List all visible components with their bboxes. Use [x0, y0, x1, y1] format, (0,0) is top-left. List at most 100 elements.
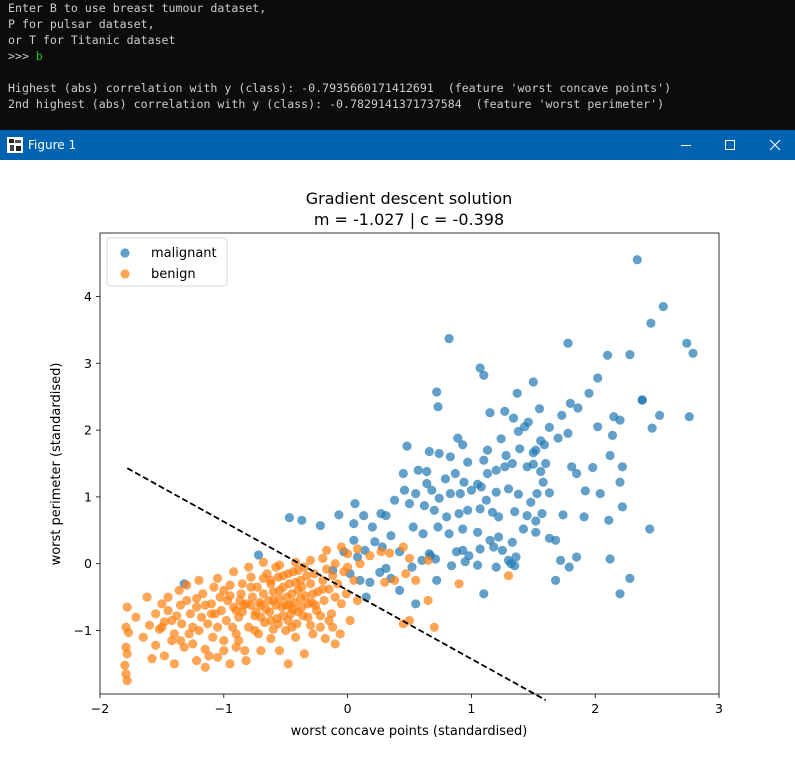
data-point-malignant: [588, 462, 598, 473]
data-point-malignant: [444, 529, 454, 539]
data-point-benign: [284, 600, 294, 610]
data-point-benign: [151, 640, 161, 650]
data-point-benign: [305, 579, 316, 589]
data-point-benign: [273, 572, 283, 582]
data-point-malignant: [507, 458, 517, 469]
data-point-malignant: [485, 408, 495, 418]
data-point-malignant: [463, 457, 473, 467]
data-point-malignant: [473, 527, 483, 537]
data-point-benign: [274, 560, 285, 570]
data-point-malignant: [617, 502, 628, 512]
y-tick-label: 4: [84, 289, 92, 304]
data-point-benign: [308, 589, 318, 599]
data-point-benign: [237, 579, 247, 589]
data-point-malignant: [434, 448, 444, 459]
figure-titlebar[interactable]: Figure 1: [0, 130, 795, 160]
data-point-benign: [296, 593, 306, 604]
data-point-malignant: [637, 395, 647, 405]
data-point-benign: [298, 611, 308, 621]
data-point-malignant: [445, 489, 455, 499]
data-point-malignant: [563, 338, 573, 348]
data-point-malignant: [500, 406, 510, 416]
console-input[interactable]: b: [35, 49, 43, 63]
legend-label-benign: benign: [151, 267, 196, 282]
data-point-benign: [385, 548, 395, 558]
data-point-malignant: [537, 509, 547, 519]
data-point-benign: [244, 562, 254, 572]
data-point-malignant: [544, 422, 555, 432]
maximize-button[interactable]: [707, 130, 753, 160]
x-tick-label: −2: [91, 701, 109, 716]
minimize-icon: [681, 145, 691, 146]
data-point-malignant: [427, 485, 437, 495]
data-point-benign: [192, 602, 202, 612]
data-point-benign: [131, 612, 141, 622]
data-point-malignant: [625, 350, 635, 360]
minimize-button[interactable]: [663, 130, 709, 160]
data-point-benign: [266, 615, 276, 626]
data-point-malignant: [531, 516, 541, 526]
data-point-benign: [328, 622, 338, 632]
figure-canvas[interactable]: Gradient descent solution m = -1.027 | c…: [0, 160, 795, 762]
data-point-malignant: [479, 589, 489, 599]
data-point-benign: [225, 591, 235, 601]
data-point-malignant: [522, 511, 532, 521]
x-tick-label: 1: [467, 701, 475, 716]
data-point-benign: [122, 602, 132, 612]
data-point-benign: [336, 599, 346, 609]
data-point-benign: [144, 620, 155, 630]
data-point-benign: [251, 607, 261, 617]
data-point-malignant: [564, 562, 574, 572]
data-point-malignant: [604, 515, 614, 525]
data-point-malignant: [444, 334, 454, 344]
data-point-benign: [274, 593, 285, 604]
data-point-malignant: [479, 370, 489, 380]
x-axis-ticks: −2 −1 0 1 2 3: [91, 694, 723, 716]
data-point-benign: [423, 595, 433, 606]
data-point-benign: [278, 582, 288, 592]
data-point-benign: [349, 575, 359, 585]
data-point-benign: [330, 639, 340, 649]
data-point-malignant: [399, 485, 410, 495]
data-point-benign: [266, 575, 276, 585]
x-tick-label: 2: [591, 701, 599, 716]
data-point-benign: [147, 654, 157, 664]
console-prompt-line[interactable]: >>> b: [8, 48, 795, 64]
data-point-benign: [241, 656, 251, 666]
data-point-malignant: [615, 477, 625, 487]
data-point-malignant: [557, 410, 567, 420]
data-point-benign: [328, 571, 338, 581]
data-point-benign: [184, 629, 194, 639]
data-point-malignant: [632, 255, 642, 265]
data-point-benign: [305, 620, 316, 630]
console-line: P for pulsar dataset,: [8, 17, 155, 31]
data-point-malignant: [510, 561, 520, 571]
x-tick-label: 3: [715, 701, 723, 716]
data-point-malignant: [419, 501, 429, 511]
data-point-malignant: [615, 589, 625, 599]
data-point-benign: [297, 582, 307, 592]
data-point-benign: [299, 649, 309, 659]
scatter-plot: Gradient descent solution m = -1.027 | c…: [49, 189, 723, 739]
data-point-malignant: [536, 466, 546, 477]
data-point-malignant: [365, 577, 375, 587]
data-point-benign: [196, 612, 207, 622]
decision-boundary-line: [126, 467, 547, 701]
data-point-benign: [263, 595, 273, 606]
data-point-malignant: [558, 510, 568, 520]
close-button[interactable]: [752, 130, 795, 160]
data-point-benign: [319, 595, 329, 606]
data-point-malignant: [522, 462, 532, 472]
y-tick-label: −1: [74, 623, 92, 638]
data-point-benign: [258, 589, 268, 599]
console-line: or T for Titanic dataset: [8, 33, 176, 47]
x-tick-label: −1: [215, 701, 233, 716]
data-point-malignant: [491, 562, 501, 572]
data-point-benign: [142, 592, 152, 602]
data-point-malignant: [534, 404, 545, 414]
data-point-malignant: [531, 527, 541, 537]
data-point-malignant: [607, 430, 618, 440]
data-point-malignant: [682, 338, 692, 348]
data-point-benign: [365, 551, 375, 561]
data-point-benign: [315, 611, 325, 621]
